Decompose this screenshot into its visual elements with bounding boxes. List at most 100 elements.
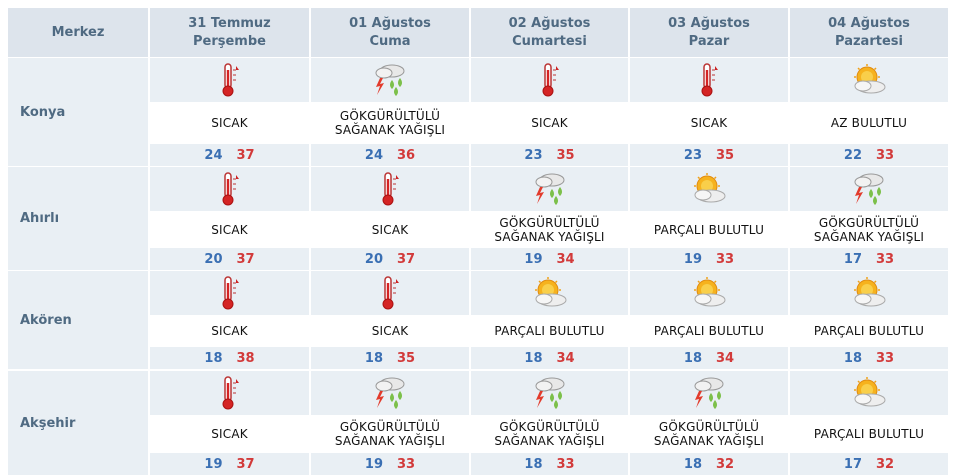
min-temp: 18 (683, 350, 702, 366)
weather-description: SICAK (150, 103, 309, 143)
weather-description: GÖKGÜRÜLTÜLÜ SAĞANAK YAĞIŞLI (790, 212, 948, 247)
weather-icon-cell (471, 167, 628, 211)
max-temp: 36 (397, 147, 416, 163)
description-line-1: SICAK (211, 324, 248, 338)
thermometer-icon (218, 62, 242, 98)
day-header: 01 Ağustos Cuma (311, 8, 469, 57)
city-label: Ahırlı (20, 211, 60, 226)
description-line-2: SAĞANAK YAĞIŞLI (494, 229, 605, 244)
description-line-1: SICAK (211, 222, 248, 237)
min-temp: 19 (364, 456, 383, 472)
thermometer-icon (218, 375, 242, 411)
day-header: 31 Temmuz Perşembe (150, 8, 309, 57)
city-name: Konya (8, 58, 148, 166)
description-line-1: GÖKGÜRÜLTÜLÜ (818, 215, 920, 230)
day-weekday: Cumartesi (512, 33, 587, 49)
description-line-2: SAĞANAK YAĞIŞLI (494, 434, 605, 448)
city-name: Akşehir (8, 371, 148, 475)
thermometer-icon (378, 171, 402, 207)
city-label: Konya (20, 104, 66, 120)
max-temp: 37 (236, 251, 255, 267)
weather-description: GÖKGÜRÜLTÜLÜ SAĞANAK YAĞIŞLI (311, 416, 469, 452)
max-temp: 32 (716, 456, 735, 472)
day-date: 01 Ağustos (349, 15, 431, 31)
min-temp: 18 (524, 350, 543, 366)
min-temp: 20 (364, 251, 383, 267)
description-line-2: SAĞANAK YAĞIŞLI (813, 229, 925, 244)
weather-icon-cell (790, 167, 948, 211)
description-line-1: GÖKGÜRÜLTÜLÜ (499, 215, 600, 230)
thunderstorm-icon (530, 171, 570, 207)
day-date: 03 Ağustos (668, 15, 750, 31)
temperature-cell: 18 34 (630, 347, 788, 369)
max-temp: 35 (397, 350, 416, 366)
weather-description: GÖKGÜRÜLTÜLÜ SAĞANAK YAĞIŞLI (471, 416, 628, 452)
weather-icon-cell (630, 271, 788, 315)
day-weekday: Pazartesi (835, 33, 903, 49)
description-line-1: PARÇALI BULUTLU (653, 324, 765, 338)
city-label: Akören (20, 312, 72, 328)
max-temp: 33 (397, 456, 416, 472)
temperature-cell: 23 35 (471, 144, 628, 166)
temperature-cell: 19 34 (471, 248, 628, 270)
weather-icon-cell (790, 271, 948, 315)
temperature-cell: 18 38 (150, 347, 309, 369)
description-line-1: SICAK (211, 427, 248, 441)
description-line-1: PARÇALI BULUTLU (813, 324, 925, 338)
max-temp: 33 (876, 350, 895, 366)
min-temp: 19 (683, 251, 702, 267)
description-line-1: AZ BULUTLU (830, 116, 908, 130)
thunderstorm-icon (370, 375, 410, 411)
description-line-1: SICAK (690, 116, 728, 130)
min-temp: 19 (524, 251, 543, 267)
day-date: 31 Temmuz (188, 15, 271, 31)
max-temp: 33 (556, 456, 575, 472)
sun-cloud-icon (530, 277, 570, 309)
thermometer-icon (378, 275, 402, 311)
weather-icon-cell (630, 167, 788, 211)
weather-icon-cell (150, 58, 309, 102)
weather-icon-cell (471, 271, 628, 315)
city-label: Akşehir (20, 415, 76, 431)
weather-description: PARÇALI BULUTLU (630, 316, 788, 346)
max-temp: 35 (716, 147, 735, 163)
temperature-cell: 19 33 (311, 453, 469, 475)
weather-description: GÖKGÜRÜLTÜLÜ SAĞANAK YAĞIŞLI (311, 103, 469, 143)
description-line-1: PARÇALI BULUTLU (813, 427, 925, 441)
description-line-1: SICAK (371, 324, 409, 338)
max-temp: 33 (716, 251, 735, 267)
min-temp: 17 (843, 456, 862, 472)
description-line-1: GÖKGÜRÜLTÜLÜ (339, 109, 441, 123)
temperature-cell: 19 37 (150, 453, 309, 475)
temperature-cell: 22 33 (790, 144, 948, 166)
max-temp: 37 (236, 456, 255, 472)
temperature-cell: 24 36 (311, 144, 469, 166)
weather-icon-cell (150, 167, 309, 211)
weather-icon-cell (311, 58, 469, 102)
weather-icon-cell (311, 371, 469, 415)
min-temp: 18 (843, 350, 862, 366)
weather-description: SICAK (311, 316, 469, 346)
weather-description: AZ BULUTLU (790, 103, 948, 143)
description-line-1: GÖKGÜRÜLTÜLÜ (499, 420, 600, 434)
city-name: Ahırlı (8, 167, 148, 270)
corner-label: Merkez (51, 24, 105, 40)
temperature-cell: 17 32 (790, 453, 948, 475)
weather-description: SICAK (471, 103, 628, 143)
sun-cloud-icon (849, 277, 889, 309)
sun-cloud-icon (689, 277, 729, 309)
min-temp: 18 (204, 350, 223, 366)
thermometer-icon (218, 171, 242, 207)
min-temp: 23 (524, 147, 543, 163)
min-temp: 22 (843, 147, 862, 163)
min-temp: 24 (204, 147, 223, 163)
weather-description: GÖKGÜRÜLTÜLÜ SAĞANAK YAĞIŞLI (471, 212, 628, 247)
weather-icon-cell (630, 58, 788, 102)
weather-description: SICAK (150, 212, 309, 247)
min-temp: 17 (843, 251, 862, 267)
min-temp: 23 (683, 147, 702, 163)
temperature-cell: 19 33 (630, 248, 788, 270)
weather-icon-cell (311, 167, 469, 211)
weather-description: PARÇALI BULUTLU (630, 212, 788, 247)
